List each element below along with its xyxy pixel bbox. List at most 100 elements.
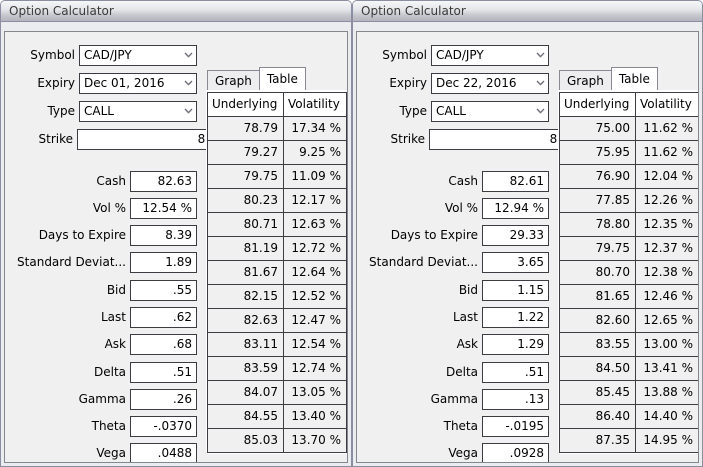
- gamma-field[interactable]: [130, 388, 197, 410]
- table-row[interactable]: 76.90 12.04 %: [559, 164, 698, 189]
- symbol-row: Symbol CAD/JPY: [357, 44, 549, 66]
- volatility-cell: 12.04 %: [635, 164, 698, 189]
- delta-row: Delta: [357, 361, 549, 383]
- type-label: Type: [399, 104, 427, 118]
- table-header-row: Underlying Volatility: [207, 92, 347, 117]
- cash-field[interactable]: [130, 170, 197, 192]
- last-field[interactable]: [130, 306, 197, 328]
- volatility-cell: 13.05 %: [283, 380, 347, 405]
- title-bar[interactable]: Option Calculator: [353, 1, 702, 22]
- volatility-cell: 12.54 %: [283, 332, 347, 357]
- column-header-underlying[interactable]: Underlying: [559, 92, 636, 117]
- chevron-down-icon: [184, 52, 193, 58]
- days-to-expire-field[interactable]: [130, 224, 197, 246]
- underlying-cell: 82.63: [207, 308, 284, 333]
- days-to-expire-row: Days to Expire: [357, 224, 549, 246]
- symbol-select[interactable]: CAD/JPY: [79, 44, 197, 66]
- table-row[interactable]: 87.35 14.95 %: [559, 428, 698, 453]
- delta-field[interactable]: [130, 361, 197, 383]
- table-row[interactable]: 78.79 17.34 %: [207, 116, 347, 141]
- table-row[interactable]: 82.63 12.47 %: [207, 308, 347, 333]
- column-header-underlying[interactable]: Underlying: [207, 92, 284, 117]
- last-row: Last: [5, 306, 197, 328]
- column-header-volatility[interactable]: Volatility: [635, 92, 698, 117]
- table-row[interactable]: 75.00 11.62 %: [559, 116, 698, 141]
- theta-field[interactable]: [130, 415, 197, 437]
- volatility-cell: 12.72 %: [283, 236, 347, 261]
- type-label: Type: [47, 104, 75, 118]
- table-row[interactable]: 83.59 12.74 %: [207, 356, 347, 381]
- type-row: Type CALL: [5, 100, 197, 122]
- expiry-select[interactable]: Dec 01, 2016: [79, 72, 197, 94]
- table-row[interactable]: 77.85 12.26 %: [559, 188, 698, 213]
- underlying-cell: 85.03: [207, 428, 284, 453]
- bid-field[interactable]: [130, 279, 197, 301]
- underlying-cell: 82.15: [207, 284, 284, 309]
- vol-field[interactable]: [130, 197, 197, 219]
- vega-field[interactable]: [130, 442, 197, 462]
- symbol-label: Symbol: [382, 48, 427, 62]
- gamma-field[interactable]: [482, 388, 549, 410]
- standard-deviation-field[interactable]: [482, 251, 549, 273]
- cash-field[interactable]: [482, 170, 549, 192]
- last-field[interactable]: [482, 306, 549, 328]
- table-row[interactable]: 85.03 13.70 %: [207, 428, 347, 453]
- expiry-row: Expiry Dec 22, 2016: [357, 72, 549, 94]
- bid-row: Bid: [5, 279, 197, 301]
- table-row[interactable]: 79.75 11.09 %: [207, 164, 347, 189]
- chevron-down-icon: [536, 80, 545, 86]
- table-row[interactable]: 83.11 12.54 %: [207, 332, 347, 357]
- strike-label: Strike: [38, 132, 74, 146]
- table-row[interactable]: 84.55 13.40 %: [207, 404, 347, 429]
- table-row[interactable]: 78.80 12.35 %: [559, 212, 698, 237]
- days-to-expire-field[interactable]: [482, 224, 549, 246]
- table-row[interactable]: 79.27 9.25 %: [207, 140, 347, 165]
- strike-stepper: [429, 128, 598, 150]
- vol-field[interactable]: [482, 197, 549, 219]
- ask-field[interactable]: [482, 333, 549, 355]
- underlying-cell: 83.59: [207, 356, 284, 381]
- table-row[interactable]: 83.55 13.00 %: [559, 332, 698, 357]
- table-row[interactable]: 84.50 13.41 %: [559, 356, 698, 381]
- title-bar[interactable]: Option Calculator: [1, 1, 351, 22]
- volatility-cell: 12.46 %: [635, 284, 698, 309]
- underlying-cell: 84.07: [207, 380, 284, 405]
- table-row[interactable]: 85.45 13.88 %: [559, 380, 698, 405]
- table-row[interactable]: 82.60 12.65 %: [559, 308, 698, 333]
- table-row[interactable]: 86.40 14.40 %: [559, 404, 698, 429]
- expiry-select[interactable]: Dec 22, 2016: [431, 72, 549, 94]
- vega-label: Vega: [448, 446, 478, 460]
- table-row[interactable]: 84.07 13.05 %: [207, 380, 347, 405]
- vega-field[interactable]: [482, 442, 549, 462]
- table-row[interactable]: 75.95 11.62 %: [559, 140, 698, 165]
- standard-deviation-row: Standard Deviat...: [5, 251, 197, 273]
- bid-field[interactable]: [482, 279, 549, 301]
- underlying-cell: 83.55: [559, 332, 636, 357]
- gamma-row: Gamma: [357, 388, 549, 410]
- tab-graph[interactable]: Graph: [559, 70, 612, 90]
- tab-table[interactable]: Table: [258, 67, 306, 90]
- table-row[interactable]: 81.19 12.72 %: [207, 236, 347, 261]
- theta-field[interactable]: [482, 415, 549, 437]
- ask-field[interactable]: [130, 333, 197, 355]
- expiry-label: Expiry: [37, 76, 75, 90]
- table-row[interactable]: 80.23 12.17 %: [207, 188, 347, 213]
- table-row[interactable]: 80.71 12.63 %: [207, 212, 347, 237]
- tab-table[interactable]: Table: [610, 67, 658, 90]
- column-header-volatility[interactable]: Volatility: [283, 92, 347, 117]
- strike-field[interactable]: [77, 128, 237, 150]
- type-select[interactable]: CALL: [431, 100, 549, 122]
- tab-graph[interactable]: Graph: [207, 70, 260, 90]
- standard-deviation-field[interactable]: [130, 251, 197, 273]
- table-row[interactable]: 79.75 12.37 %: [559, 236, 698, 261]
- vega-row: Vega: [5, 442, 197, 462]
- table-row[interactable]: 81.65 12.46 %: [559, 284, 698, 309]
- graph-table-tabpanel: Graph Table Underlying Volatility: [206, 67, 347, 454]
- table-row[interactable]: 82.15 12.52 %: [207, 284, 347, 309]
- type-select[interactable]: CALL: [79, 100, 197, 122]
- option-form: Symbol CAD/JPY Expiry Dec 22, 2016: [357, 44, 598, 462]
- table-row[interactable]: 80.70 12.38 %: [559, 260, 698, 285]
- delta-field[interactable]: [482, 361, 549, 383]
- table-row[interactable]: 81.67 12.64 %: [207, 260, 347, 285]
- symbol-select[interactable]: CAD/JPY: [431, 44, 549, 66]
